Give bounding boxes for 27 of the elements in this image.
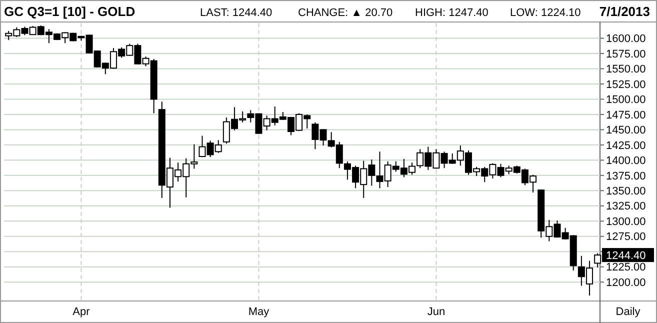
x-tick-label: May: [248, 306, 270, 318]
y-tick-label: 1400.00: [606, 155, 646, 168]
y-tick-label: 1350.00: [606, 186, 646, 198]
y-tick-label: 1600.00: [606, 33, 646, 46]
text: 1244.40: [606, 250, 646, 262]
x-axis-title: Daily: [616, 306, 641, 318]
y-tick-label: 1325.00: [606, 200, 646, 213]
text: LOW: 1224.10: [510, 7, 581, 19]
y-tick-label: 1450.00: [606, 124, 646, 137]
text: LAST: 1244.40: [200, 7, 272, 19]
x-tick-label: Apr: [72, 306, 90, 318]
text: HIGH: 1247.40: [415, 7, 488, 19]
y-tick-label: 1550.00: [606, 64, 646, 76]
y-tick-label: 1200.00: [606, 276, 646, 289]
x-tick-label: Jun: [427, 306, 446, 318]
y-tick-label: 1275.00: [606, 231, 646, 244]
y-tick-label: 1575.00: [606, 48, 646, 60]
y-tick-label: 1425.00: [606, 140, 646, 152]
text: CHANGE: ▲ 20.70: [298, 7, 393, 19]
y-tick-label: 1525.00: [606, 78, 646, 91]
y-tick-label: 1225.00: [606, 262, 646, 274]
y-tick-label: 1500.00: [606, 94, 646, 106]
y-tick-label: 1375.00: [606, 170, 646, 182]
y-tick-label: 1475.00: [606, 109, 646, 122]
chart-subtitle: 7/1/2013: [599, 4, 650, 19]
y-tick-label: 1300.00: [606, 216, 646, 228]
chart-title: GC Q3=1 [10] - GOLD: [4, 4, 136, 19]
